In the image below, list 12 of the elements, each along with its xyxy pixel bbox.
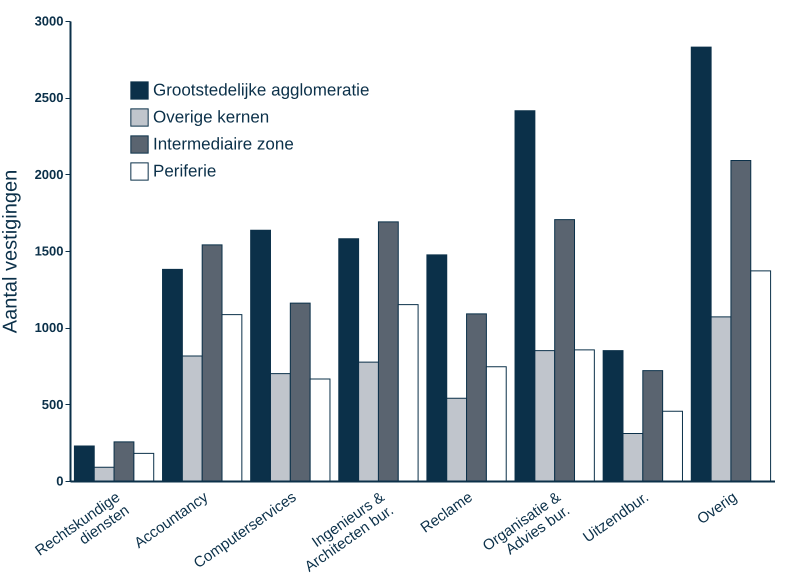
- legend-label: Grootstedelijke agglomeratie: [153, 80, 370, 100]
- y-tick-label: 500: [42, 396, 64, 412]
- y-tick-label: 0: [56, 474, 64, 488]
- legend-label: Intermediaire zone: [153, 134, 294, 154]
- y-tick-label: 2000: [34, 166, 64, 182]
- y-tick-label: 1000: [34, 320, 64, 336]
- legend-label: Overige kernen: [153, 108, 270, 126]
- y-axis-title: Aantal vestigingen: [0, 170, 22, 334]
- y-tick-label: 1500: [34, 244, 64, 258]
- y-tick-label: 2500: [34, 90, 64, 106]
- y-tick-label: 3000: [34, 14, 64, 28]
- legend-label: Periferie: [153, 162, 216, 180]
